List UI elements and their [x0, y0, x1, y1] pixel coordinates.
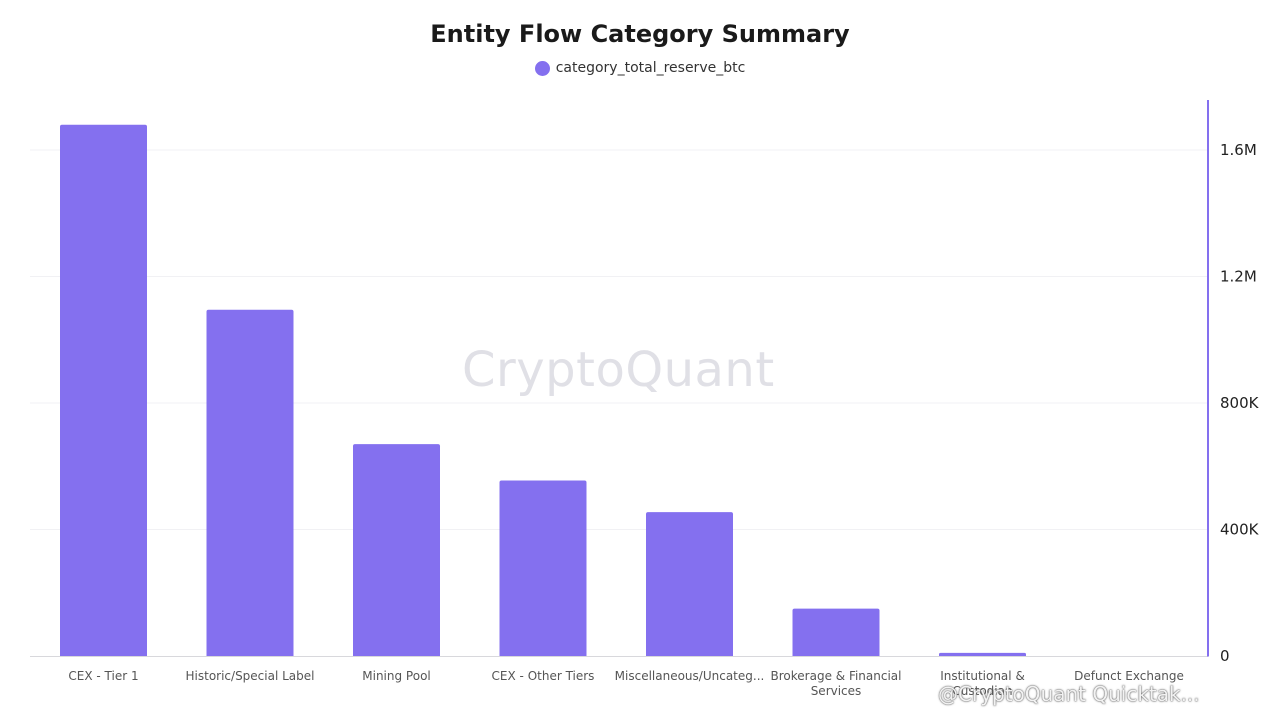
x-tick-label: Defunct Exchange: [1074, 669, 1184, 683]
x-tick-label: Brokerage & Financial Services: [771, 669, 902, 698]
bar[interactable]: [792, 608, 880, 656]
x-tick-label: CEX - Other Tiers: [492, 669, 595, 683]
x-tick-label-line: Institutional &: [940, 669, 1025, 683]
x-tick-label-line: Services: [811, 684, 862, 698]
legend-swatch: [534, 60, 550, 76]
x-tick-label-line: Miscellaneous/Uncateg...: [615, 669, 765, 683]
legend-label: category_total_reserve_btc: [555, 60, 746, 76]
bar[interactable]: [60, 124, 147, 656]
y-tick-label: 1.2M: [1220, 268, 1257, 286]
y-tick-label: 0: [1220, 647, 1230, 665]
y-tick-label: 800K: [1220, 394, 1260, 412]
legend[interactable]: category_total_reserve_btc: [0, 60, 1280, 76]
x-tick-label: Miscellaneous/Uncateg...: [615, 669, 765, 683]
y-tick-label: 1.6M: [1220, 141, 1257, 159]
x-tick-label-line: Defunct Exchange: [1074, 669, 1184, 683]
chart-title: Entity Flow Category Summary: [430, 20, 850, 48]
bar[interactable]: [499, 480, 587, 656]
x-tick-label: Historic/Special Label: [186, 669, 315, 683]
x-tick-label: Institutional & Custodian: [940, 669, 1025, 698]
bar[interactable]: [939, 652, 1026, 656]
x-tick-label-line: Custodian: [952, 684, 1012, 698]
x-tick-label-line: Mining Pool: [362, 669, 431, 683]
x-tick-label: Mining Pool: [362, 669, 431, 683]
x-tick-label-line: Brokerage & Financial: [771, 669, 902, 683]
x-tick-label-line: Historic/Special Label: [186, 669, 315, 683]
bar[interactable]: [646, 512, 733, 656]
bar[interactable]: [206, 309, 294, 656]
x-tick-label: CEX - Tier 1: [68, 669, 138, 683]
x-tick-label-line: CEX - Other Tiers: [492, 669, 595, 683]
x-tick-label-line: CEX - Tier 1: [68, 669, 138, 683]
bar[interactable]: [353, 444, 440, 656]
y-tick-label: 400K: [1220, 521, 1260, 539]
